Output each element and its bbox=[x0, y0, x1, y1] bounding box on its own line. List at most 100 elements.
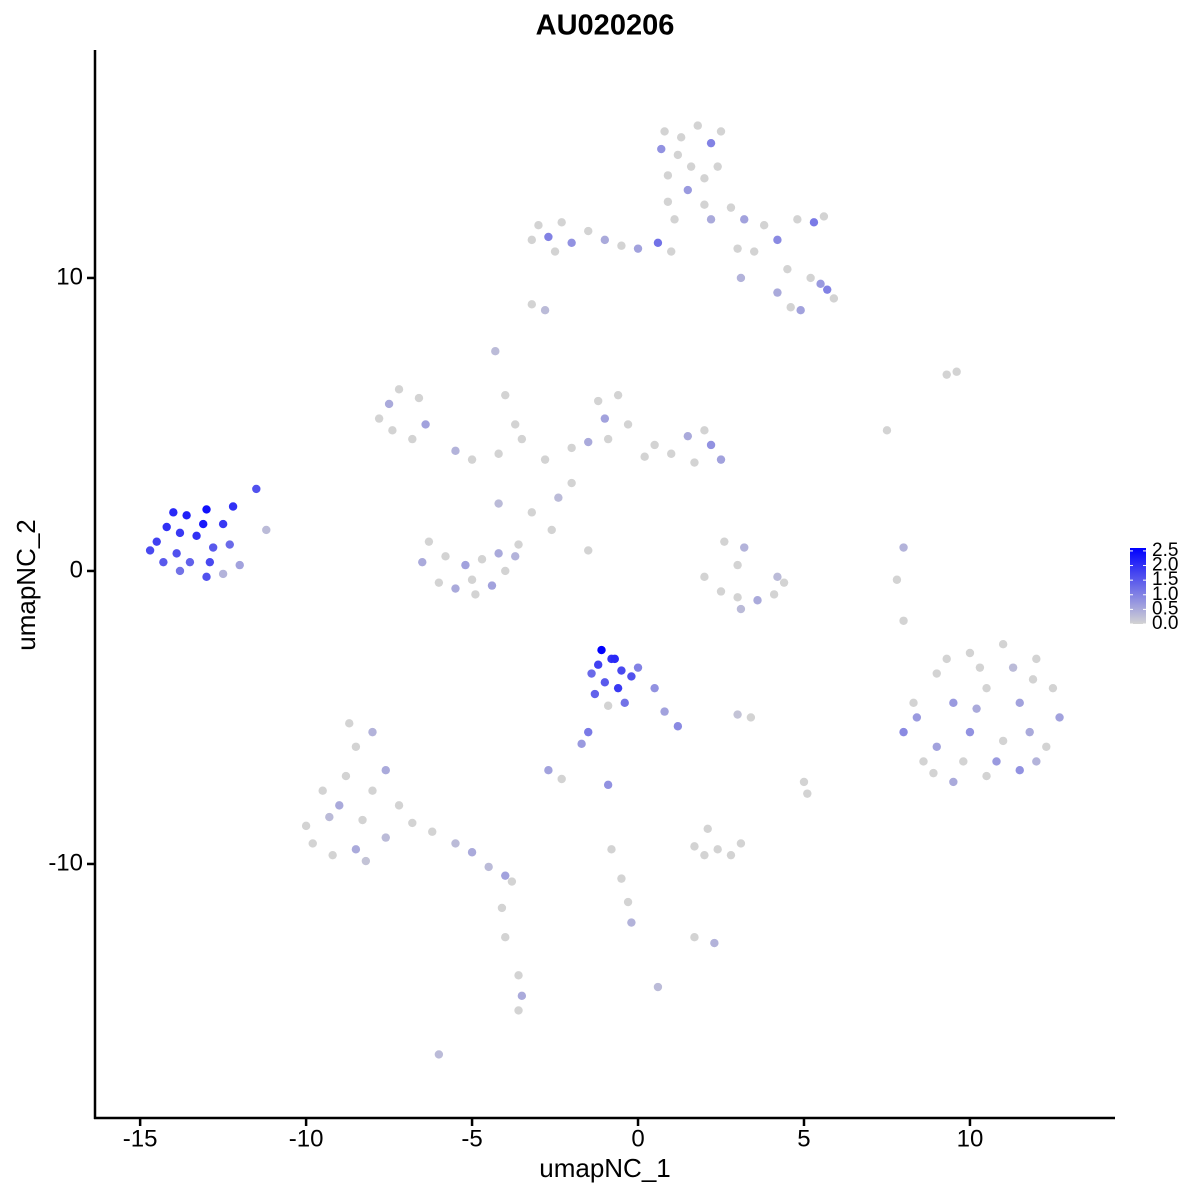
point bbox=[793, 215, 802, 224]
point bbox=[434, 1050, 444, 1059]
point bbox=[603, 780, 613, 790]
point bbox=[1015, 698, 1024, 708]
point bbox=[700, 426, 709, 435]
point bbox=[428, 827, 437, 836]
point bbox=[998, 640, 1008, 649]
point bbox=[414, 393, 424, 403]
point bbox=[451, 839, 460, 848]
point bbox=[726, 850, 736, 860]
point bbox=[514, 540, 523, 549]
point bbox=[627, 918, 636, 927]
point bbox=[942, 370, 951, 379]
point bbox=[600, 414, 610, 423]
point bbox=[733, 710, 742, 719]
point bbox=[527, 235, 537, 245]
point bbox=[152, 537, 161, 546]
point bbox=[394, 385, 404, 394]
point bbox=[584, 546, 593, 555]
point bbox=[799, 777, 809, 787]
point bbox=[716, 455, 726, 464]
point bbox=[663, 197, 673, 206]
point bbox=[228, 502, 238, 511]
point bbox=[899, 543, 908, 552]
point bbox=[318, 786, 327, 795]
point bbox=[328, 850, 337, 860]
point bbox=[368, 727, 377, 737]
point bbox=[225, 540, 234, 549]
point bbox=[408, 434, 417, 444]
point bbox=[716, 127, 726, 136]
point bbox=[706, 215, 716, 224]
point bbox=[623, 420, 633, 429]
point bbox=[700, 174, 709, 183]
point bbox=[600, 235, 610, 245]
point bbox=[205, 557, 215, 567]
point bbox=[501, 390, 510, 400]
point bbox=[1015, 766, 1024, 775]
point bbox=[517, 434, 527, 444]
point bbox=[394, 801, 404, 810]
x-tick-label: -5 bbox=[461, 1125, 482, 1152]
point bbox=[899, 727, 908, 737]
point bbox=[527, 508, 537, 517]
point bbox=[514, 971, 523, 980]
y-tick-label: 0 bbox=[70, 556, 83, 583]
point bbox=[199, 519, 208, 529]
point bbox=[663, 171, 673, 180]
point bbox=[567, 478, 576, 488]
point bbox=[929, 768, 938, 778]
point bbox=[1032, 654, 1041, 664]
point bbox=[514, 1006, 523, 1015]
point bbox=[471, 590, 480, 599]
point bbox=[653, 982, 663, 992]
point bbox=[613, 683, 623, 693]
point bbox=[657, 144, 666, 154]
point bbox=[610, 654, 619, 664]
point bbox=[617, 241, 626, 250]
point bbox=[424, 537, 434, 546]
point bbox=[749, 247, 759, 256]
point bbox=[584, 226, 593, 236]
point bbox=[942, 654, 951, 664]
point bbox=[620, 698, 629, 708]
point bbox=[235, 560, 244, 570]
point bbox=[617, 666, 626, 675]
point bbox=[650, 683, 659, 693]
point bbox=[451, 446, 460, 456]
point bbox=[660, 127, 669, 136]
point bbox=[759, 221, 769, 230]
point bbox=[998, 736, 1008, 746]
point bbox=[325, 812, 334, 822]
point bbox=[965, 727, 975, 737]
point bbox=[736, 604, 746, 614]
color-tick-label: 1.0 bbox=[1152, 584, 1178, 605]
point bbox=[640, 452, 649, 461]
point bbox=[544, 766, 553, 775]
point bbox=[676, 133, 686, 142]
point bbox=[667, 247, 676, 256]
point bbox=[554, 493, 563, 502]
point bbox=[972, 704, 981, 713]
point bbox=[169, 508, 178, 517]
point bbox=[882, 426, 892, 435]
point bbox=[653, 238, 663, 247]
point bbox=[769, 590, 779, 599]
point bbox=[909, 698, 918, 708]
point bbox=[358, 815, 367, 825]
point bbox=[593, 660, 603, 669]
point bbox=[690, 933, 699, 942]
point bbox=[706, 440, 716, 450]
point bbox=[683, 431, 693, 441]
point bbox=[517, 991, 527, 1001]
x-tick-label: 10 bbox=[957, 1125, 984, 1152]
point bbox=[159, 557, 168, 567]
point bbox=[733, 560, 742, 570]
point bbox=[726, 203, 736, 212]
point bbox=[816, 279, 825, 289]
x-tick-label: -15 bbox=[123, 1125, 158, 1152]
point bbox=[487, 581, 497, 590]
point bbox=[175, 566, 185, 576]
point bbox=[740, 215, 749, 224]
point bbox=[484, 862, 493, 872]
point bbox=[497, 903, 507, 913]
